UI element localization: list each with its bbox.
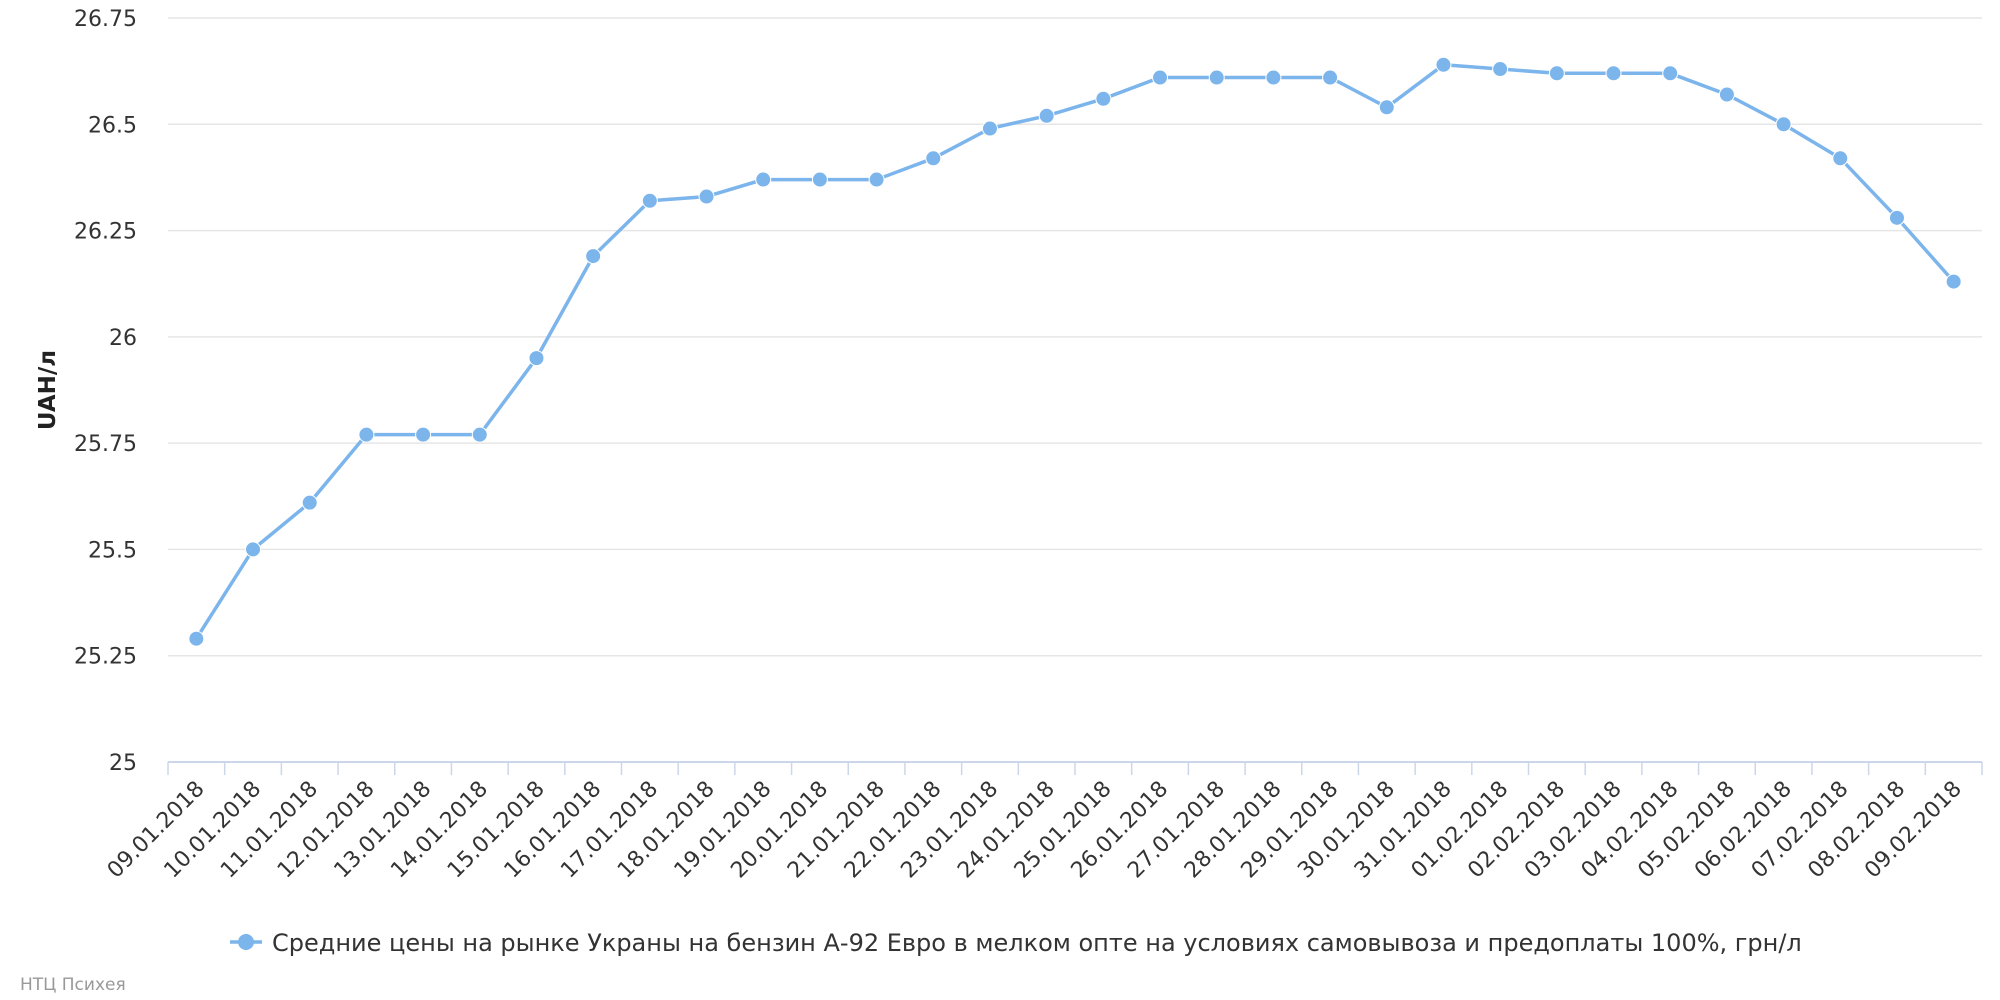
data-point[interactable] <box>301 494 318 511</box>
y-tick-label: 26 <box>109 326 137 351</box>
y-tick-label: 25 <box>109 751 137 776</box>
data-point[interactable] <box>1322 69 1339 86</box>
chart-credit[interactable]: НТЦ Психея <box>20 975 126 995</box>
data-point[interactable] <box>925 150 942 167</box>
data-point[interactable] <box>1662 65 1679 82</box>
data-point[interactable] <box>1152 69 1169 86</box>
data-point[interactable] <box>1038 107 1055 124</box>
data-point[interactable] <box>358 426 375 443</box>
data-point[interactable] <box>1208 69 1225 86</box>
data-point[interactable] <box>1095 90 1112 107</box>
grid-lines <box>168 17 1982 657</box>
series-line <box>194 63 1956 641</box>
y-tick-label: 25.75 <box>74 432 137 457</box>
y-tick-label: 26.75 <box>74 7 137 32</box>
data-point[interactable] <box>585 248 602 265</box>
data-point[interactable] <box>245 541 262 558</box>
data-point[interactable] <box>1435 56 1452 73</box>
data-point[interactable] <box>188 630 205 647</box>
data-point[interactable] <box>1548 65 1565 82</box>
y-tick-label: 26.5 <box>88 113 137 138</box>
y-axis-tick-labels: 25 25.25 25.5 25.75 26 26.25 26.5 26.75 <box>74 7 137 776</box>
data-point[interactable] <box>528 350 545 367</box>
data-point[interactable] <box>1832 150 1849 167</box>
data-point[interactable] <box>755 171 772 188</box>
data-point[interactable] <box>1718 86 1735 103</box>
data-point[interactable] <box>981 120 998 137</box>
data-point[interactable] <box>1888 209 1905 226</box>
x-axis <box>167 761 1983 775</box>
data-point[interactable] <box>471 426 488 443</box>
data-point[interactable] <box>1605 65 1622 82</box>
legend[interactable]: Средние цены на рынке Украны на бензин А… <box>230 929 1802 957</box>
x-tick-label: 09.01.2018 <box>103 777 210 884</box>
y-tick-label: 26.25 <box>74 220 137 245</box>
series-layer <box>188 56 1962 647</box>
data-point[interactable] <box>415 426 432 443</box>
y-tick-label: 25.5 <box>88 538 137 563</box>
x-axis-tick-labels: 09.01.201810.01.201811.01.201812.01.2018… <box>103 777 1967 884</box>
data-point[interactable] <box>698 188 715 205</box>
data-point[interactable] <box>641 192 658 209</box>
legend-series-marker-icon <box>238 934 254 950</box>
data-point[interactable] <box>1945 273 1962 290</box>
data-point[interactable] <box>1265 69 1282 86</box>
y-axis-title: UAH/л <box>35 350 61 430</box>
data-point[interactable] <box>1492 61 1509 78</box>
y-tick-label: 25.25 <box>74 645 137 670</box>
data-point[interactable] <box>1775 116 1792 133</box>
legend-series-label: Средние цены на рынке Украны на бензин А… <box>272 929 1802 957</box>
data-point[interactable] <box>868 171 885 188</box>
data-point[interactable] <box>1378 99 1395 116</box>
data-point[interactable] <box>811 171 828 188</box>
